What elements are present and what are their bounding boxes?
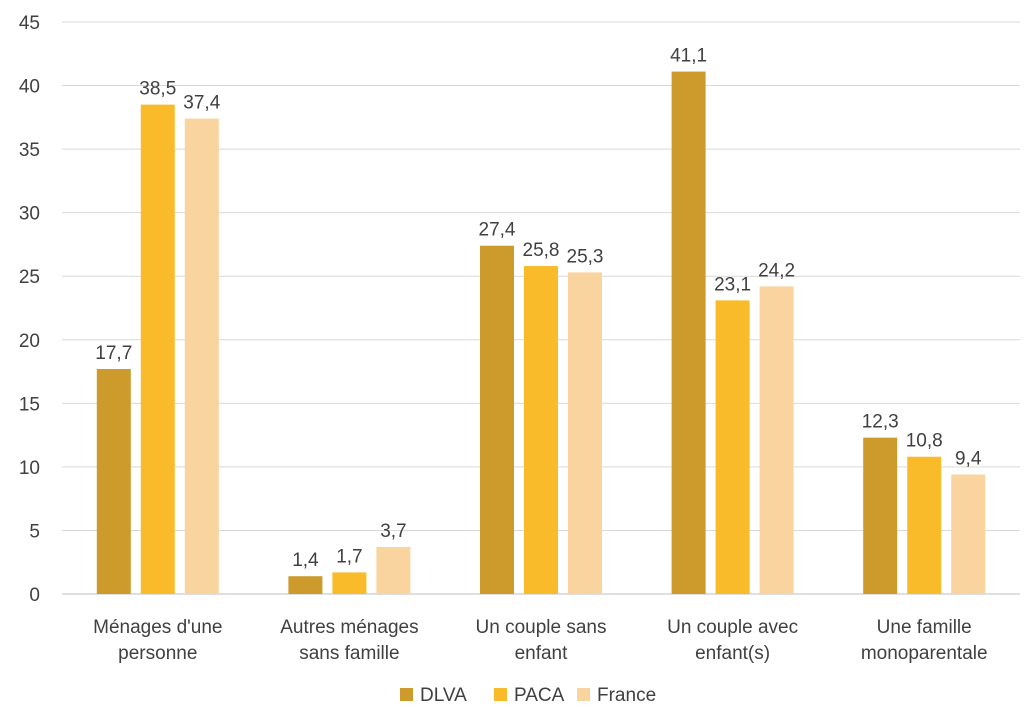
data-label: 38,5 — [139, 79, 176, 100]
legend-swatch-france — [577, 688, 590, 701]
data-labels: 17,7 38,5 37,4 1,4 1,7 3,7 27,4 25,8 25,3 41,1 23,… — [95, 46, 982, 572]
data-label: 12,3 — [862, 412, 899, 433]
bar-paca-4 — [907, 456, 942, 594]
category-label: monoparentale — [861, 643, 988, 664]
category-label: enfant(s) — [695, 643, 770, 664]
y-axis-ticks: 0 5 10 15 20 25 30 35 40 45 — [19, 13, 40, 606]
y-tick-label: 40 — [19, 77, 40, 98]
bar-dlva-0 — [96, 369, 131, 594]
category-label: Une famille — [877, 617, 972, 638]
category-label: sans famille — [299, 643, 399, 664]
y-tick-label: 0 — [29, 585, 40, 606]
bar-france-1 — [376, 546, 411, 594]
data-label: 17,7 — [95, 343, 132, 364]
bar-france-2 — [568, 272, 602, 594]
data-label: 27,4 — [479, 220, 516, 241]
data-label: 3,7 — [380, 521, 406, 542]
y-tick-label: 20 — [19, 331, 40, 352]
y-tick-label: 30 — [19, 204, 40, 225]
legend: DLVA PACA France — [400, 685, 656, 706]
bar-paca-2 — [524, 266, 558, 594]
legend-label-paca: PACA — [514, 685, 565, 706]
data-label: 1,7 — [336, 546, 362, 567]
y-tick-label: 10 — [19, 458, 40, 479]
category-label: Autres ménages — [280, 617, 418, 638]
bar-dlva-2 — [480, 245, 514, 594]
category-label: personne — [118, 643, 197, 664]
bar-france-4 — [951, 474, 986, 594]
data-label: 41,1 — [670, 46, 707, 67]
data-label: 37,4 — [183, 93, 220, 114]
category-label: Un couple avec — [667, 617, 798, 638]
bar-paca-0 — [140, 104, 175, 594]
bars — [96, 71, 986, 595]
bar-france-3 — [759, 286, 794, 594]
category-label: Un couple sans — [476, 617, 607, 638]
y-tick-label: 15 — [19, 394, 40, 415]
legend-label-dlva: DLVA — [420, 685, 467, 706]
y-tick-label: 5 — [29, 521, 40, 542]
legend-swatch-paca — [494, 688, 507, 701]
data-label: 25,8 — [523, 240, 560, 261]
data-label: 24,2 — [758, 260, 795, 281]
data-label: 23,1 — [714, 274, 751, 295]
data-label: 10,8 — [906, 431, 943, 452]
bar-paca-3 — [715, 300, 750, 594]
y-tick-label: 35 — [19, 140, 40, 161]
y-tick-label: 25 — [19, 267, 40, 288]
category-label: Ménages d'une — [93, 617, 222, 638]
data-label: 1,4 — [292, 550, 319, 571]
bar-dlva-4 — [863, 437, 898, 594]
bar-dlva-1 — [288, 576, 323, 594]
y-tick-label: 45 — [19, 13, 40, 34]
category-label: enfant — [515, 643, 569, 664]
legend-swatch-dlva — [400, 688, 413, 701]
bar-paca-1 — [332, 572, 367, 594]
x-axis-categories: Ménages d'une personne Autres ménages sans … — [93, 617, 987, 664]
bar-dlva-3 — [671, 71, 706, 594]
legend-label-france: France — [597, 685, 656, 706]
bar-france-0 — [184, 118, 219, 595]
data-label: 9,4 — [955, 449, 982, 470]
data-label: 25,3 — [567, 246, 604, 267]
